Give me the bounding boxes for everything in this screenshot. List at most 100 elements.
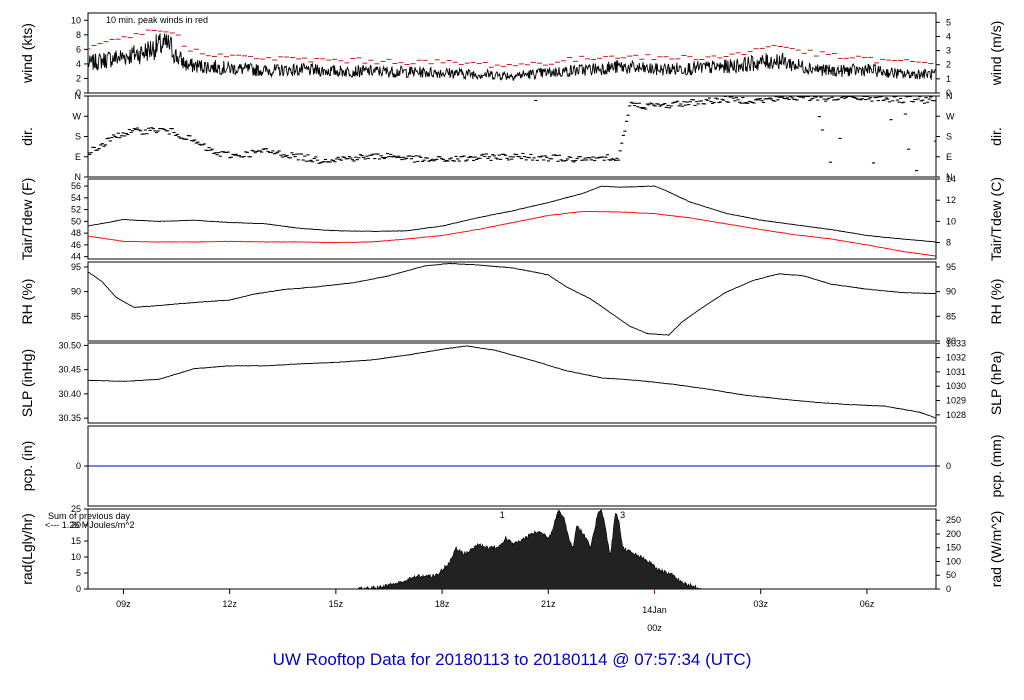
temp-ytick-label-left: 52 — [71, 205, 81, 215]
x-axis: 09z 12z 15z 18z 21z 03z 06z 14Jan 00z — [116, 589, 875, 633]
radiation-marker: 3 — [620, 510, 625, 520]
dir-ytick-label-right: E — [946, 152, 952, 162]
rh-ylabel-left: RH (%) — [19, 279, 35, 325]
rh-ytick-label-right: 95 — [946, 262, 956, 272]
radiation-annotation: Sum of previous day — [48, 511, 131, 521]
slp-line-SLP — [88, 345, 936, 419]
rad-ytick-label-left: 0 — [76, 584, 81, 594]
pcp-ytick-label-right: 0 — [946, 461, 951, 471]
wind-ylabel-right: wind (m/s) — [988, 21, 1004, 87]
slp-ytick-label-left: 30.40 — [58, 389, 81, 399]
temp-frame — [87, 178, 937, 260]
slp-ytick-label-right: 1029 — [946, 396, 966, 406]
rad-ytick-label-right: 50 — [946, 570, 956, 580]
wind-frame — [87, 12, 937, 94]
x-tick-label: 12z — [222, 599, 237, 609]
slp-ytick-label-right: 1032 — [946, 353, 966, 363]
radiation-area — [357, 509, 701, 589]
slp-ytick-label-right: 1030 — [946, 381, 966, 391]
pcp-ylabel-right: pcp. (mm) — [988, 435, 1004, 498]
x-tick-label: 18z — [435, 599, 450, 609]
wind-ylabel-left: wind (kts) — [19, 23, 35, 84]
rad-ytick-label-right: 0 — [946, 584, 951, 594]
x-tick-label: 09z — [116, 599, 131, 609]
slp-ytick-label-right: 1031 — [946, 367, 966, 377]
rh-series — [88, 262, 936, 336]
dir-series — [88, 96, 936, 172]
rad-ylabel-right: rad (W/m^2) — [988, 511, 1004, 588]
temp-ytick-label-right: 10 — [946, 216, 956, 226]
slp-ytick-label-left: 30.45 — [58, 365, 81, 375]
panel-rad: rad(Lgly/hr) rad (W/m^2)05101520250501001… — [19, 504, 1004, 594]
radiation-annotation: <--- 1.26 MJoules/m^2 — [45, 520, 135, 530]
rad-ytick-label-left: 10 — [71, 552, 81, 562]
rad-ytick-label-left: 20 — [71, 520, 81, 530]
wind-ytick-label-right: 3 — [946, 46, 951, 56]
x-tick-label: 06z — [860, 599, 875, 609]
wind-ytick-label-left: 0 — [76, 88, 81, 98]
temp-ytick-label-right: 12 — [946, 195, 956, 205]
page-title: UW Rooftop Data for 20180113 to 20180114… — [272, 650, 752, 669]
rh-ytick-label-left: 90 — [71, 287, 81, 297]
wind-ytick-label-left: 8 — [76, 30, 81, 40]
dir-ylabel-right: dir. — [988, 127, 1004, 146]
rad-ytick-label-right: 100 — [946, 556, 961, 566]
radiation-marker: 1 — [500, 510, 505, 520]
x-tick-label: 21z — [541, 599, 556, 609]
slp-series — [88, 345, 936, 419]
wind-ytick-label-right: 2 — [946, 60, 951, 70]
rad-ytick-label-right: 250 — [946, 515, 961, 525]
slp-ytick-label-left: 30.50 — [58, 340, 81, 350]
temp-ytick-label-left: 48 — [71, 228, 81, 238]
dir-ytick-label-right: S — [946, 132, 952, 142]
slp-ytick-label-right: 1033 — [946, 338, 966, 348]
x-tick-label: 15z — [329, 599, 344, 609]
dir-ytick-label-left: N — [75, 91, 82, 101]
wind-ytick-label-right: 5 — [946, 17, 951, 27]
rh-ytick-label-right: 80 — [946, 336, 956, 346]
temp-ylabel-left: Tair/Tdew (F) — [19, 178, 35, 260]
temp-ytick-label-left: 56 — [71, 181, 81, 191]
dir-ytick-label-right: N — [946, 172, 953, 182]
rh-frame — [87, 261, 937, 342]
date-marker-sublabel: 00z — [647, 623, 662, 633]
temp-ytick-label-right: 8 — [946, 238, 951, 248]
panel-wind: wind (kts) wind (m/s) 0 2 4 6 8 10 0 1 2 3 4 5 10 min.… — [19, 12, 1004, 98]
rh-line-RH — [88, 262, 936, 336]
slp-ytick-label-right: 1028 — [946, 410, 966, 420]
slp-ylabel-right: SLP (hPa) — [988, 351, 1004, 415]
dir-ytick-label-right: W — [946, 111, 955, 121]
temp-ytick-label-left: 44 — [71, 252, 81, 262]
wind-annotation: 10 min. peak winds in red — [106, 15, 208, 25]
temp-ytick-label-left: 50 — [71, 216, 81, 226]
wind-ytick-label-right: 4 — [946, 31, 951, 41]
panel-slp: SLP (inHg) SLP (hPa) 30.35 30.40 30.45 30.50 1… — [19, 338, 1004, 424]
rh-ytick-label-right: 90 — [946, 287, 956, 297]
rad-ytick-label-left: 5 — [76, 568, 81, 578]
slp-ylabel-left: SLP (inHg) — [19, 349, 35, 417]
pcp-ylabel-left: pcp. (in) — [19, 441, 35, 492]
dir-frame — [87, 95, 937, 178]
wind-ytick-label-left: 6 — [76, 44, 81, 54]
temp-ytick-label-right: 14 — [946, 174, 956, 184]
dir-ytick-label-left: E — [75, 152, 81, 162]
wind-speed-line — [88, 33, 936, 82]
rad-ytick-label-left: 15 — [71, 536, 81, 546]
radiation-marker: 2 — [556, 510, 561, 520]
rh-ytick-label-left: 85 — [71, 311, 81, 321]
rad-ytick-label-left: 25 — [71, 504, 81, 514]
wind-ytick-label-left: 2 — [76, 73, 81, 83]
rh-ylabel-right: RH (%) — [988, 279, 1004, 325]
wind-ytick-label-right: 0 — [946, 88, 951, 98]
rad-ytick-label-right: 200 — [946, 529, 961, 539]
panel-pcp: pcp. (in) pcp. (mm) 0 0 — [19, 425, 1004, 507]
temp-series — [88, 185, 936, 257]
temp-ytick-label-left: 46 — [71, 240, 81, 250]
temp-ytick-label-left: 54 — [71, 193, 81, 203]
dir-ytick-label-left: W — [73, 111, 82, 121]
date-marker-label: 14Jan — [642, 605, 667, 615]
panel-rh: RH (%) RH (%) 85 90 95 80 85 90 95 — [19, 261, 1004, 346]
